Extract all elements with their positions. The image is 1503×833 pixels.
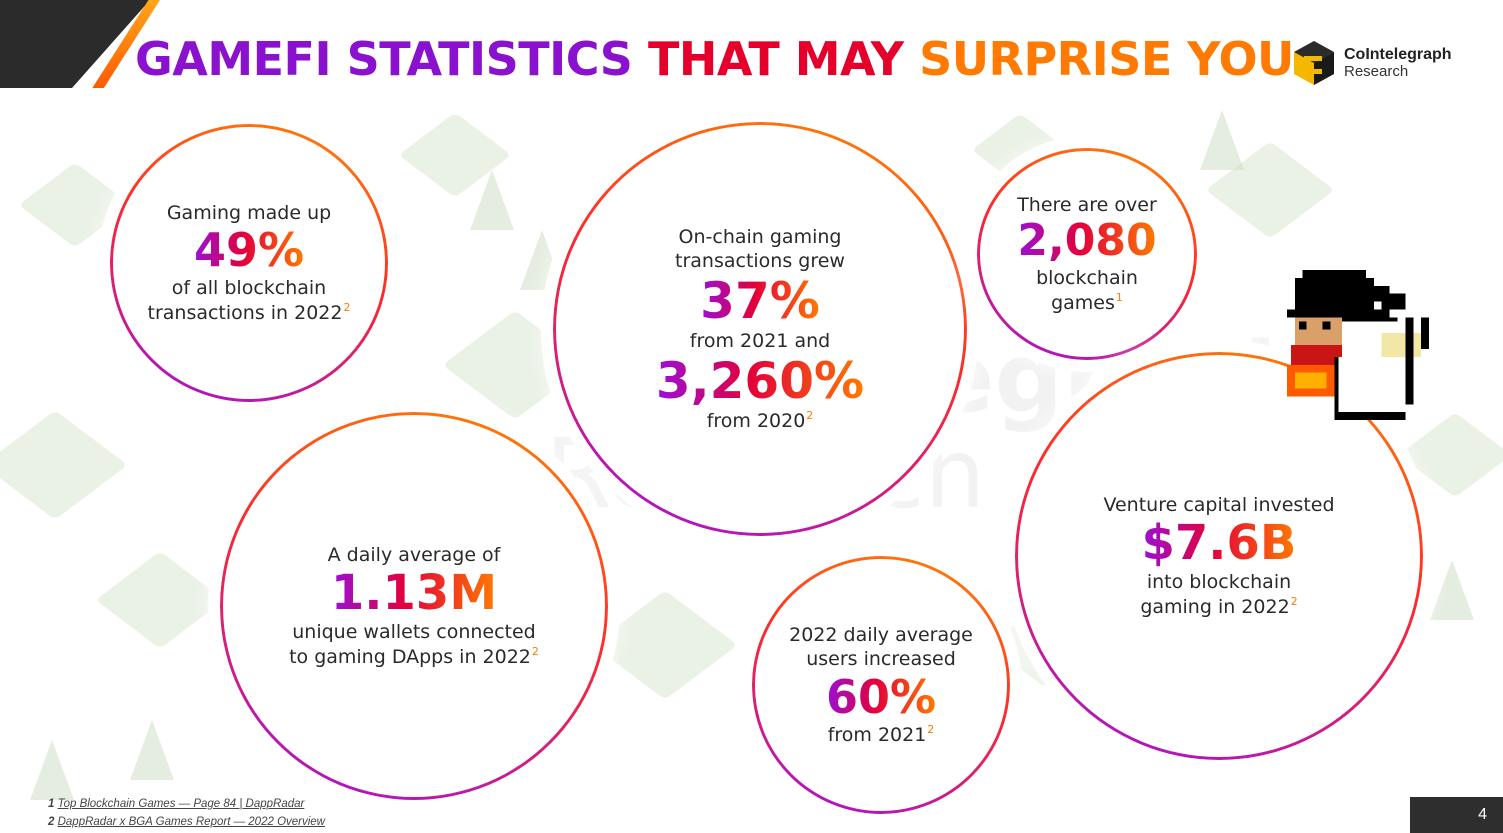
- stat-circle-game-count: There are over 2,080 blockchain games1: [977, 148, 1197, 360]
- stat-value: 60%: [825, 670, 937, 725]
- stat-pre-line2: transactions grew: [675, 250, 845, 273]
- footnote-1: 1 Top Blockchain Games — Page 84 | DappR…: [48, 798, 305, 810]
- footnote-2-link[interactable]: DappRadar x BGA Games Report — 2022 Over…: [57, 816, 325, 828]
- stat-value: 49%: [193, 223, 305, 278]
- footnote-ref: 2: [1290, 595, 1298, 609]
- stat-circle-unique-wallets: A daily average of 1.13M unique wallets …: [220, 412, 608, 800]
- stat-post-line2: gaming in 20222: [1140, 595, 1298, 618]
- page-title: GAMEFI STATISTICS THAT MAY SURPRISE YOU: [135, 32, 1294, 86]
- title-part-orange: SURPRISE YOU: [919, 32, 1294, 86]
- footnote-ref: 1: [1115, 291, 1123, 305]
- stat-pre-line1: On-chain gaming: [678, 225, 842, 248]
- stat-post-line1: blockchain: [1036, 266, 1138, 289]
- stat-pre: There are over: [1017, 193, 1157, 216]
- title-part-red: THAT MAY: [647, 32, 904, 86]
- footnote-1-link[interactable]: Top Blockchain Games — Page 84 | DappRad…: [57, 798, 305, 810]
- stat-post: from 20202: [706, 409, 814, 432]
- cointelegraph-logo: CoIntelegraph Research: [1292, 40, 1452, 86]
- stat-post-line2: games1: [1051, 291, 1123, 314]
- stat-pre: Gaming made up: [166, 201, 332, 224]
- stat-pre-line2: users increased: [806, 648, 956, 671]
- stat-value-2: 3,260%: [655, 351, 865, 410]
- stat-post-line1: unique wallets connected: [292, 621, 536, 644]
- footnote-ref: 2: [531, 645, 539, 659]
- stat-value: 2,080: [1017, 215, 1157, 267]
- stat-pre-line1: 2022 daily average: [789, 623, 973, 646]
- stat-value-1: 37%: [700, 272, 820, 330]
- stat-post-line2: transactions in 20222: [147, 301, 351, 324]
- footnote-ref: 2: [343, 301, 351, 315]
- stat-circle-daily-users: 2022 daily average users increased 60% f…: [752, 556, 1010, 814]
- logo-sub-text: Research: [1344, 62, 1409, 80]
- footnotes: 1 Top Blockchain Games — Page 84 | DappR…: [48, 795, 325, 831]
- stat-value: 1.13M: [330, 565, 498, 622]
- stat-post-line1: into blockchain: [1146, 571, 1292, 594]
- stat-circle-venture-capital: Venture capital invested $7.6B into bloc…: [1015, 352, 1423, 760]
- stat-post-line1: of all blockchain: [171, 276, 327, 299]
- stat-mid: from 2021 and: [689, 330, 831, 352]
- page-number: 4: [1410, 797, 1503, 833]
- stat-circle-onchain-growth: On-chain gaming transactions grew 37% fr…: [553, 122, 967, 536]
- stat-circle-gaming-share: Gaming made up 49% of all blockchain tra…: [110, 124, 388, 402]
- footnote-ref: 2: [806, 409, 814, 423]
- title-part-purple: GAMEFI STATISTICS: [135, 32, 633, 86]
- stat-pre: A daily average of: [327, 543, 501, 566]
- logo-brand-text: CoIntelegraph: [1344, 45, 1452, 63]
- pixel-character-icon: [1286, 270, 1430, 421]
- footnote-ref: 2: [927, 723, 935, 737]
- hexagon-logo-icon: [1292, 40, 1336, 86]
- stat-value: $7.6B: [1141, 515, 1297, 572]
- stat-pre: Venture capital invested: [1103, 493, 1335, 516]
- stat-post: from 20212: [827, 723, 935, 746]
- footnote-2: 2 DappRadar x BGA Games Report — 2022 Ov…: [48, 816, 325, 828]
- stat-post-line2: to gaming DApps in 20222: [289, 645, 539, 668]
